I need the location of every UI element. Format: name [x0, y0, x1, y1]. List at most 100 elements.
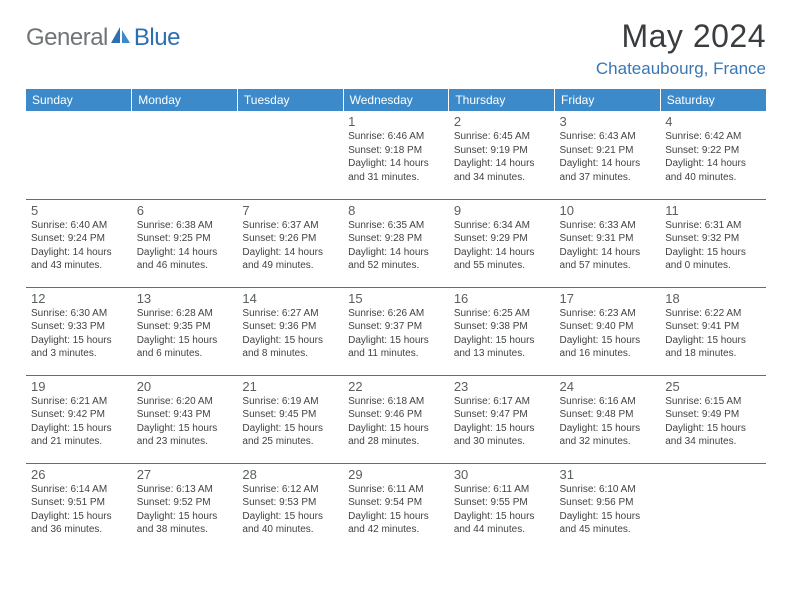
- day-number: 19: [31, 379, 127, 394]
- day-info-line: Daylight: 14 hours: [560, 246, 656, 260]
- day-info-line: Daylight: 15 hours: [560, 510, 656, 524]
- day-info: Sunrise: 6:30 AMSunset: 9:33 PMDaylight:…: [31, 307, 127, 361]
- title-block: May 2024 Chateaubourg, France: [596, 18, 766, 79]
- logo-text-general: General: [26, 24, 108, 52]
- calendar-day-cell: 4Sunrise: 6:42 AMSunset: 9:22 PMDaylight…: [660, 111, 766, 199]
- day-info-line: Daylight: 14 hours: [348, 246, 444, 260]
- day-info-line: Sunrise: 6:10 AM: [560, 483, 656, 497]
- day-info-line: Sunset: 9:56 PM: [560, 496, 656, 510]
- day-info: Sunrise: 6:10 AMSunset: 9:56 PMDaylight:…: [560, 483, 656, 537]
- day-info-line: Daylight: 15 hours: [560, 422, 656, 436]
- day-info: Sunrise: 6:45 AMSunset: 9:19 PMDaylight:…: [454, 130, 550, 184]
- calendar-day-cell: 2Sunrise: 6:45 AMSunset: 9:19 PMDaylight…: [449, 111, 555, 199]
- day-info-line: Sunrise: 6:11 AM: [348, 483, 444, 497]
- calendar-day-cell: 23Sunrise: 6:17 AMSunset: 9:47 PMDayligh…: [449, 375, 555, 463]
- day-info-line: and 6 minutes.: [137, 347, 233, 361]
- day-info-line: and 21 minutes.: [31, 435, 127, 449]
- day-info: Sunrise: 6:35 AMSunset: 9:28 PMDaylight:…: [348, 219, 444, 273]
- day-header: Wednesday: [343, 89, 449, 111]
- day-info-line: Sunset: 9:33 PM: [31, 320, 127, 334]
- day-info-line: Sunset: 9:24 PM: [31, 232, 127, 246]
- day-info-line: and 11 minutes.: [348, 347, 444, 361]
- day-info-line: Sunset: 9:48 PM: [560, 408, 656, 422]
- calendar-day-cell: 16Sunrise: 6:25 AMSunset: 9:38 PMDayligh…: [449, 287, 555, 375]
- day-info: Sunrise: 6:38 AMSunset: 9:25 PMDaylight:…: [137, 219, 233, 273]
- day-info: Sunrise: 6:40 AMSunset: 9:24 PMDaylight:…: [31, 219, 127, 273]
- day-info-line: and 36 minutes.: [31, 523, 127, 537]
- day-info-line: and 32 minutes.: [560, 435, 656, 449]
- day-info: Sunrise: 6:37 AMSunset: 9:26 PMDaylight:…: [242, 219, 338, 273]
- day-info-line: Sunset: 9:47 PM: [454, 408, 550, 422]
- month-title: May 2024: [596, 18, 766, 55]
- calendar-day-cell: 21Sunrise: 6:19 AMSunset: 9:45 PMDayligh…: [237, 375, 343, 463]
- day-info-line: Sunrise: 6:35 AM: [348, 219, 444, 233]
- day-info-line: Sunrise: 6:16 AM: [560, 395, 656, 409]
- day-info-line: Sunset: 9:41 PM: [665, 320, 761, 334]
- day-info-line: and 45 minutes.: [560, 523, 656, 537]
- logo-sail-icon: [110, 24, 132, 52]
- calendar-day-cell: 22Sunrise: 6:18 AMSunset: 9:46 PMDayligh…: [343, 375, 449, 463]
- day-info-line: and 57 minutes.: [560, 259, 656, 273]
- day-info: Sunrise: 6:12 AMSunset: 9:53 PMDaylight:…: [242, 483, 338, 537]
- day-info-line: Daylight: 15 hours: [137, 510, 233, 524]
- day-info: Sunrise: 6:25 AMSunset: 9:38 PMDaylight:…: [454, 307, 550, 361]
- day-info-line: Sunset: 9:28 PM: [348, 232, 444, 246]
- day-number: 13: [137, 291, 233, 306]
- day-info-line: Sunset: 9:42 PM: [31, 408, 127, 422]
- day-info-line: Sunrise: 6:22 AM: [665, 307, 761, 321]
- day-number: 22: [348, 379, 444, 394]
- day-info-line: and 31 minutes.: [348, 171, 444, 185]
- day-info-line: Daylight: 14 hours: [242, 246, 338, 260]
- day-info: Sunrise: 6:20 AMSunset: 9:43 PMDaylight:…: [137, 395, 233, 449]
- day-info-line: Sunrise: 6:20 AM: [137, 395, 233, 409]
- calendar-day-cell: 25Sunrise: 6:15 AMSunset: 9:49 PMDayligh…: [660, 375, 766, 463]
- calendar-week-row: 5Sunrise: 6:40 AMSunset: 9:24 PMDaylight…: [26, 199, 766, 287]
- day-info-line: Sunset: 9:22 PM: [665, 144, 761, 158]
- day-info-line: Sunset: 9:19 PM: [454, 144, 550, 158]
- calendar-page: General Blue May 2024 Chateaubourg, Fran…: [0, 0, 792, 561]
- day-info: Sunrise: 6:19 AMSunset: 9:45 PMDaylight:…: [242, 395, 338, 449]
- day-info-line: Sunrise: 6:31 AM: [665, 219, 761, 233]
- day-number: 7: [242, 203, 338, 218]
- calendar-day-cell: 28Sunrise: 6:12 AMSunset: 9:53 PMDayligh…: [237, 463, 343, 551]
- day-info-line: Daylight: 15 hours: [454, 422, 550, 436]
- day-number: 3: [560, 114, 656, 129]
- day-number: 1: [348, 114, 444, 129]
- day-info-line: Daylight: 14 hours: [31, 246, 127, 260]
- day-info-line: and 16 minutes.: [560, 347, 656, 361]
- day-number: 9: [454, 203, 550, 218]
- day-info-line: Sunrise: 6:38 AM: [137, 219, 233, 233]
- day-info-line: Sunrise: 6:28 AM: [137, 307, 233, 321]
- day-info: Sunrise: 6:21 AMSunset: 9:42 PMDaylight:…: [31, 395, 127, 449]
- day-number: 18: [665, 291, 761, 306]
- day-info-line: Sunset: 9:29 PM: [454, 232, 550, 246]
- day-header: Saturday: [660, 89, 766, 111]
- day-info-line: Daylight: 15 hours: [137, 334, 233, 348]
- calendar-day-cell: 29Sunrise: 6:11 AMSunset: 9:54 PMDayligh…: [343, 463, 449, 551]
- logo-text-blue: Blue: [134, 24, 180, 52]
- day-number: 30: [454, 467, 550, 482]
- day-info-line: Daylight: 14 hours: [137, 246, 233, 260]
- day-info-line: Sunset: 9:46 PM: [348, 408, 444, 422]
- day-info-line: Sunrise: 6:19 AM: [242, 395, 338, 409]
- day-number: 11: [665, 203, 761, 218]
- day-info-line: Sunrise: 6:15 AM: [665, 395, 761, 409]
- calendar-day-cell: 30Sunrise: 6:11 AMSunset: 9:55 PMDayligh…: [449, 463, 555, 551]
- day-info: Sunrise: 6:31 AMSunset: 9:32 PMDaylight:…: [665, 219, 761, 273]
- day-info-line: and 18 minutes.: [665, 347, 761, 361]
- day-number: 25: [665, 379, 761, 394]
- day-info-line: Sunrise: 6:43 AM: [560, 130, 656, 144]
- day-number: 31: [560, 467, 656, 482]
- day-number: 4: [665, 114, 761, 129]
- day-info: Sunrise: 6:33 AMSunset: 9:31 PMDaylight:…: [560, 219, 656, 273]
- day-info-line: and 40 minutes.: [665, 171, 761, 185]
- day-number: 28: [242, 467, 338, 482]
- calendar-day-cell: 3Sunrise: 6:43 AMSunset: 9:21 PMDaylight…: [555, 111, 661, 199]
- day-info-line: Sunset: 9:43 PM: [137, 408, 233, 422]
- day-number: 12: [31, 291, 127, 306]
- calendar-day-cell: [237, 111, 343, 199]
- day-info-line: Daylight: 14 hours: [560, 157, 656, 171]
- day-number: 5: [31, 203, 127, 218]
- calendar-day-cell: 5Sunrise: 6:40 AMSunset: 9:24 PMDaylight…: [26, 199, 132, 287]
- day-header: Sunday: [26, 89, 132, 111]
